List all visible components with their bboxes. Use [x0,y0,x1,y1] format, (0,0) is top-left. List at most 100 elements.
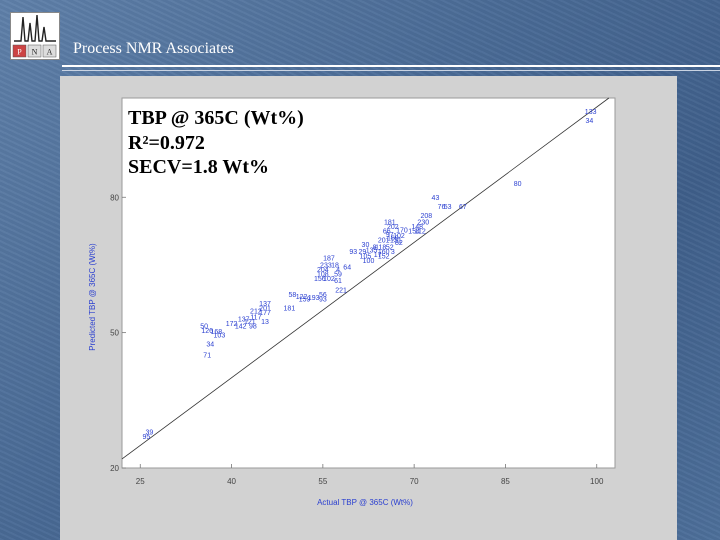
data-point-label: 18 [331,262,339,269]
data-point-label: 50 [200,323,208,330]
data-point-label: 152 [378,253,390,260]
data-point-label: 133 [585,109,597,116]
annotation-line-1: TBP @ 365C (Wt%) [128,107,304,129]
company-logo: P N A [10,12,60,60]
data-point-label: 17 [374,252,382,259]
data-point-label: 56 [319,292,327,299]
data-point-label: 137 [238,317,250,324]
y-tick-label: 80 [110,193,119,202]
data-point-label: 103 [214,332,226,339]
data-point-label: 201 [259,305,271,312]
data-point-label: 201 [378,238,390,245]
data-point-label: 126 [201,328,213,335]
y-axis-ticks: 20 50 80 [110,193,126,473]
data-point-label: 76 [438,204,446,211]
data-point-label: 177 [259,310,271,317]
data-point-label: 212 [250,308,262,315]
x-tick-label: 40 [227,477,236,486]
data-point-label: 8 [373,244,377,251]
data-point-label: 172 [226,321,238,328]
data-point-label: 181 [384,220,396,227]
data-point-label: 170 [396,227,408,234]
data-point-label: 233 [320,262,332,269]
data-point-label: 230 [417,220,429,227]
data-point-label: 95 [142,434,150,441]
x-tick-label: 25 [136,477,145,486]
data-point-label: 187 [323,256,335,263]
data-point-label: 221 [335,287,347,294]
x-tick-label: 55 [318,477,327,486]
annotation-line-2: R²=0.972 [128,132,205,154]
data-point-label: 168 [210,329,222,336]
logo-letter-p: P [17,48,22,57]
y-tick-label: 50 [110,329,119,338]
data-point-label: 61 [334,278,342,285]
data-point-label: 97 [386,232,394,239]
data-point-label: 137 [259,301,271,308]
data-point-label: 80 [514,181,522,188]
data-point-label: 43 [432,195,440,202]
annotation-line-3: SECV=1.8 Wt% [128,156,269,178]
data-point-label: 93 [349,249,357,256]
data-point-label: 59 [334,271,342,278]
data-point-label: 108 [317,271,329,278]
x-tick-label: 85 [501,477,510,486]
data-point-label: 34 [586,118,594,125]
data-point-label: 204 [317,267,329,274]
data-point-label: 34 [206,341,214,348]
data-point-label: 105 [360,253,372,260]
data-point-label: 112 [415,229,426,236]
data-point-label: 39 [145,429,153,436]
data-point-label: 181 [284,305,296,312]
data-point-label: 58 [289,292,297,299]
data-point-label: 122 [296,294,308,301]
x-tick-label: 70 [410,477,419,486]
data-point-label: 102 [323,276,335,283]
identity-line [121,97,610,460]
data-point-label: 131 [390,238,402,245]
data-point-label: 71 [203,353,211,360]
data-point-label: 156 [314,276,326,283]
y-axis-label: Predicted TBP @ 365C (Wt%) [88,243,97,351]
data-point-label: 30 [362,242,370,249]
data-point-label: 4 [336,267,340,274]
data-point-label: 102 [393,233,405,240]
data-point-label: 135 [366,248,378,255]
data-point-label: 93 [319,296,327,303]
plot-area [121,97,616,469]
data-point-label: 154 [408,229,420,236]
x-axis-ticks: 25 40 55 70 85 100 [136,464,604,486]
data-point-label: 3 [391,249,395,256]
data-point-label: 142 [235,323,247,330]
data-point-label: 67 [459,204,467,211]
data-point-label: 193 [308,295,320,302]
data-point-label: 13 [261,319,269,326]
x-axis-label: Actual TBP @ 365C (Wt%) [317,498,413,507]
data-point-label: 98 [249,323,257,330]
x-tick-label: 100 [590,477,604,486]
brand-title: Process NMR Associates [73,40,234,57]
data-point-label: 64 [343,265,351,272]
data-point-label: 202 [387,224,399,231]
data-point-label: 148 [411,224,423,231]
data-point-label: 160 [378,249,390,256]
data-point-label: 159 [299,296,311,303]
data-point-label: 121 [244,319,256,326]
data-point-label: 118 [375,244,386,251]
data-point-label: 100 [363,258,375,265]
data-point-label: 82 [395,240,403,247]
data-point-label: 208 [420,213,432,220]
data-point-label: 168 [387,235,399,242]
data-point-label: 52 [386,244,394,251]
data-point-label: 117 [250,314,261,321]
header-rule [62,65,720,67]
logo-letter-a: A [47,48,53,57]
data-point-label: 66 [383,229,391,236]
logo-letter-n: N [32,48,38,57]
data-point-label: 53 [444,204,452,211]
data-point-label: 29 [359,249,367,256]
y-tick-label: 20 [110,464,119,473]
header-rule-thin [62,70,720,71]
